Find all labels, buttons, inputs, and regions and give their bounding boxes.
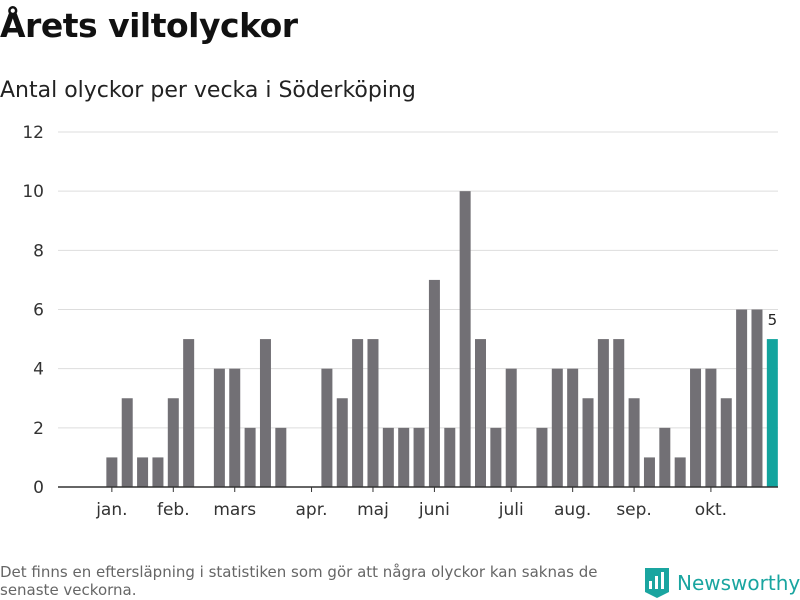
bar: [643, 457, 655, 487]
bar: [736, 309, 748, 487]
data-label-last: 5: [768, 311, 778, 329]
y-tick-label: 10: [22, 182, 44, 202]
bar: [444, 427, 456, 487]
bar: [428, 279, 440, 487]
bar: [259, 339, 271, 487]
bar: [628, 398, 640, 487]
y-tick-label: 12: [22, 123, 44, 143]
x-tick-label: feb.: [157, 500, 190, 520]
bar: [705, 368, 717, 487]
bar: [213, 368, 225, 487]
bar: [137, 457, 149, 487]
bar: [751, 309, 763, 487]
bar: [567, 368, 579, 487]
y-tick-label: 0: [33, 478, 44, 498]
x-tick-label: juni: [418, 500, 450, 520]
footnote: Det finns en eftersläpning i statistiken…: [0, 563, 598, 599]
bar: [659, 427, 671, 487]
bar: [413, 427, 425, 487]
bar: [183, 339, 195, 487]
bar: [352, 339, 364, 487]
x-axis-ticks: jan. feb. mars apr. maj juni juli aug. sep. okt.: [95, 487, 727, 520]
brand-name: Newsworthy: [677, 571, 800, 595]
bar: [613, 339, 625, 487]
x-tick-label: juli: [498, 500, 524, 520]
bar: [121, 398, 133, 487]
y-tick-label: 6: [33, 301, 44, 321]
bar-highlight: [766, 339, 778, 487]
x-tick-label: sep.: [616, 500, 652, 520]
data-labels: 5: [768, 311, 778, 329]
y-axis-ticks: 0 2 4 6 8 10 12: [22, 123, 44, 498]
bar: [674, 457, 686, 487]
x-tick-label: aug.: [554, 500, 591, 520]
bar: [536, 427, 548, 487]
brand-logo[interactable]: Newsworthy: [645, 568, 800, 598]
bar: [106, 457, 118, 487]
bar: [398, 427, 410, 487]
bar: [459, 191, 471, 487]
chart-subtitle: Antal olyckor per vecka i Söderköping: [0, 78, 416, 103]
bar: [244, 427, 256, 487]
bar: [720, 398, 732, 487]
bar: [690, 368, 702, 487]
bars: [106, 191, 778, 487]
bar: [505, 368, 517, 487]
newsworthy-logo-icon: [645, 568, 669, 598]
bar-chart: 0 2 4 6 8 10 12 jan. feb. mars apr. maj juni juli aug…: [22, 123, 778, 520]
bar: [551, 368, 563, 487]
bar: [167, 398, 179, 487]
bar: [336, 398, 348, 487]
bar: [275, 427, 287, 487]
bar: [475, 339, 486, 487]
y-tick-label: 4: [33, 360, 44, 380]
bar: [490, 427, 502, 487]
bar: [597, 339, 609, 487]
y-tick-label: 8: [33, 241, 44, 261]
x-tick-label: okt.: [695, 500, 727, 520]
chart-title: Årets viltolyckor: [0, 6, 298, 45]
bar: [152, 457, 164, 487]
x-tick-label: maj: [357, 500, 389, 520]
x-tick-label: mars: [213, 500, 256, 520]
x-tick-label: apr.: [296, 500, 328, 520]
bar: [582, 398, 594, 487]
bar: [229, 368, 241, 487]
bar: [321, 368, 333, 487]
grid-lines: [58, 131, 778, 429]
x-tick-label: jan.: [95, 500, 127, 520]
bar: [382, 427, 394, 487]
bar: [367, 339, 379, 487]
y-tick-label: 2: [33, 419, 44, 439]
